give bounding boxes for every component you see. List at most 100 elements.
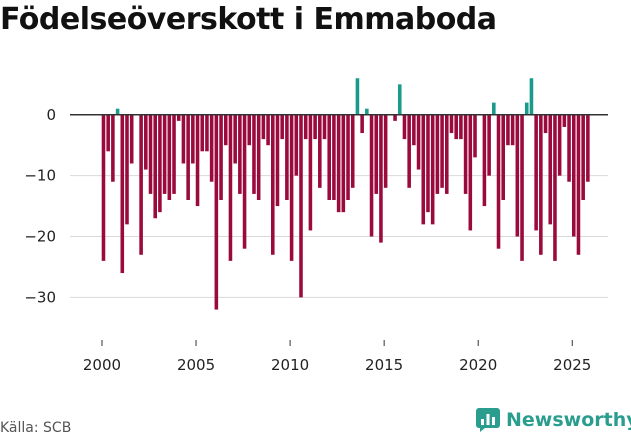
x-tick-label: 2020 [459,356,497,374]
y-tick-label: −10 [24,167,56,185]
bar [313,114,317,140]
bar [412,114,416,146]
bar [153,114,157,219]
bar [195,114,200,207]
brand-name: Newsworthy [506,409,631,431]
y-tick-label: −30 [24,288,56,306]
bar [111,114,115,182]
y-tick-label: −20 [24,228,56,246]
bar [299,114,303,298]
bar [581,114,585,200]
bar [205,114,209,152]
bar [515,114,520,237]
bar [289,114,294,261]
bar [125,114,129,225]
bar [242,114,247,249]
x-tick-label: 2005 [177,356,215,374]
bar [186,114,190,200]
bar-chart-icon [476,408,500,432]
bar [158,114,162,213]
bar [571,114,576,237]
bar [266,114,270,146]
bar [529,78,534,115]
x-tick-label: 2015 [365,356,403,374]
bar [191,114,195,164]
bar [421,114,426,225]
bar [586,114,590,182]
y-tick-label: 0 [46,106,56,124]
bar [379,114,383,243]
bar [416,114,421,170]
bar [285,114,289,200]
bar [463,114,468,194]
bar [275,114,280,207]
bar [524,102,529,115]
chart-title: Födelseöverskott i Emmaboda [0,2,497,37]
bar [322,114,327,140]
bar [162,114,167,194]
bar [115,108,120,115]
bar [567,114,571,182]
bar [350,114,355,188]
bar [280,114,284,140]
bar [506,114,510,146]
bar [402,114,407,140]
bar [496,114,501,249]
bar [383,114,388,188]
bar [271,114,275,255]
x-tick-label: 2025 [553,356,591,374]
bar [346,114,350,200]
bar [501,114,505,200]
bar [365,108,369,115]
bar [106,114,110,152]
bar [360,114,364,134]
bar [510,114,515,146]
x-axis-labels: 2000 2005 2010 2015 2020 2025 [83,340,591,374]
bar [369,114,374,237]
bar [294,114,299,176]
bar [129,114,134,164]
bar [520,114,524,261]
bar [482,114,487,207]
bar [101,114,106,261]
bar [445,114,449,194]
bar [562,114,567,127]
bar [393,114,397,121]
bar [308,114,313,231]
bars [101,78,590,310]
bar [318,114,322,188]
bar [449,114,454,134]
bar [468,114,473,231]
bar [303,114,308,140]
bar-chart: 0 −10 −20 −30 2000 2005 2010 2015 2020 2025 [24,78,608,374]
bar [181,114,186,164]
bar [200,114,205,152]
bar [576,114,581,255]
bar [435,114,440,194]
bar [332,114,336,200]
bar [172,114,176,194]
bar [341,114,346,213]
bar [440,114,444,188]
y-axis-labels: 0 −10 −20 −30 [24,106,56,307]
bar [238,114,242,194]
bar [557,114,562,176]
bar [487,114,491,176]
bar [176,114,181,121]
bar [167,114,172,200]
bar [214,114,219,310]
bar [261,114,266,140]
bar [426,114,430,213]
bar [473,114,477,158]
bar [454,114,458,140]
newsworthy-logo[interactable]: Newsworthy [476,408,631,432]
bar [397,84,402,115]
bar [407,114,411,188]
bar [553,114,557,261]
x-tick-label: 2000 [83,356,121,374]
bar [256,114,261,200]
bar [209,114,214,182]
bar [327,114,331,200]
bar [120,114,125,274]
bar [252,114,256,194]
